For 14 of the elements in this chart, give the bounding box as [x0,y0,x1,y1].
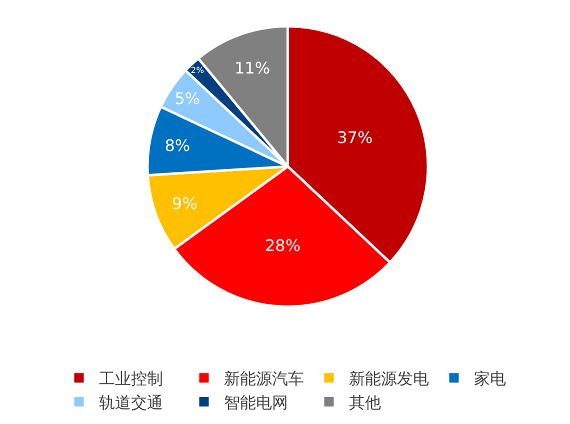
data-label: 5% [174,88,200,108]
data-label: 11% [234,58,270,78]
legend-label: 其他 [349,392,381,412]
data-label: 28% [264,236,301,256]
data-label: 9% [172,194,198,214]
legend-label: 轨道交通 [99,392,163,412]
data-label: 8% [164,136,190,155]
data-label: 2% [190,65,204,76]
legend-label: 智能电网 [224,392,288,412]
legend-label: 家电 [474,369,506,388]
legend-label: 工业控制 [99,369,163,388]
legend-label: 新能源发电 [349,369,429,388]
legend-label: 新能源汽车 [224,369,304,388]
data-label: 37% [337,128,373,147]
